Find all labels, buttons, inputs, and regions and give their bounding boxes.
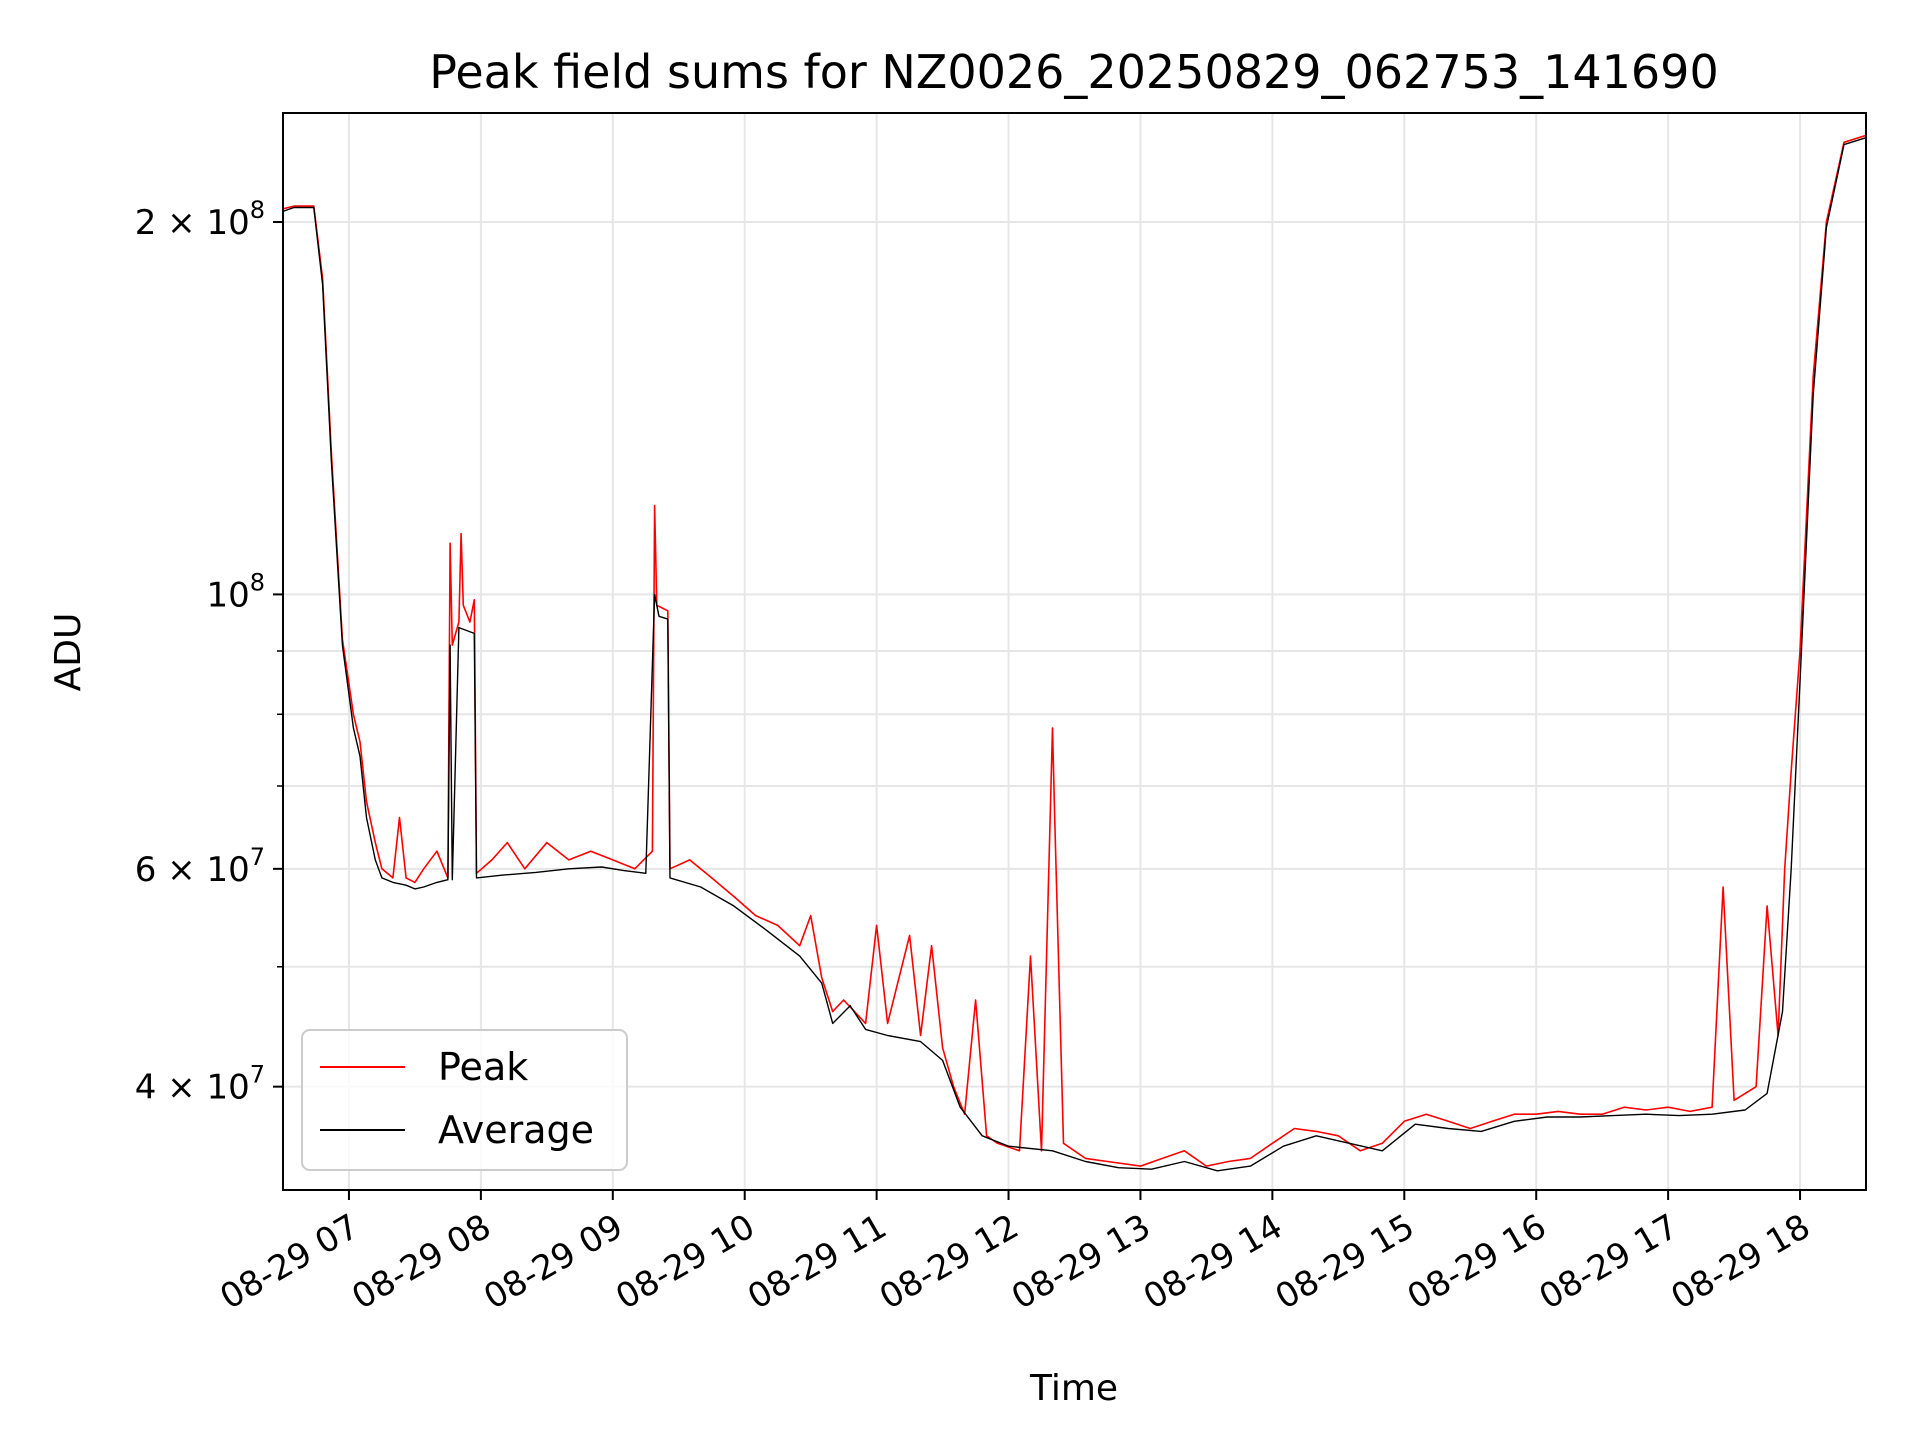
series-line-average [282, 137, 1867, 1172]
legend-average-label: Average [438, 1108, 594, 1152]
y-tick-label: 2 × 108 [135, 196, 265, 243]
y-tick-label: 6 × 107 [135, 843, 265, 890]
series-layer [282, 134, 1867, 1172]
series-line-peak [282, 134, 1867, 1167]
legend-peak-label: Peak [438, 1045, 528, 1089]
grid [283, 113, 1866, 1190]
x-axis-label: Time [1029, 1368, 1118, 1409]
legend-box [301, 1029, 628, 1171]
y-tick-label: 4 × 107 [135, 1061, 265, 1108]
legend: Peak Average [301, 1029, 628, 1171]
chart-title: Peak field sums for NZ0026_20250829_0627… [429, 45, 1718, 99]
y-axis: 4 × 107 6 × 107 108 2 × 108 [135, 196, 283, 1108]
y-axis-label: ADU [48, 613, 89, 692]
y-tick-label: 108 [206, 568, 265, 615]
